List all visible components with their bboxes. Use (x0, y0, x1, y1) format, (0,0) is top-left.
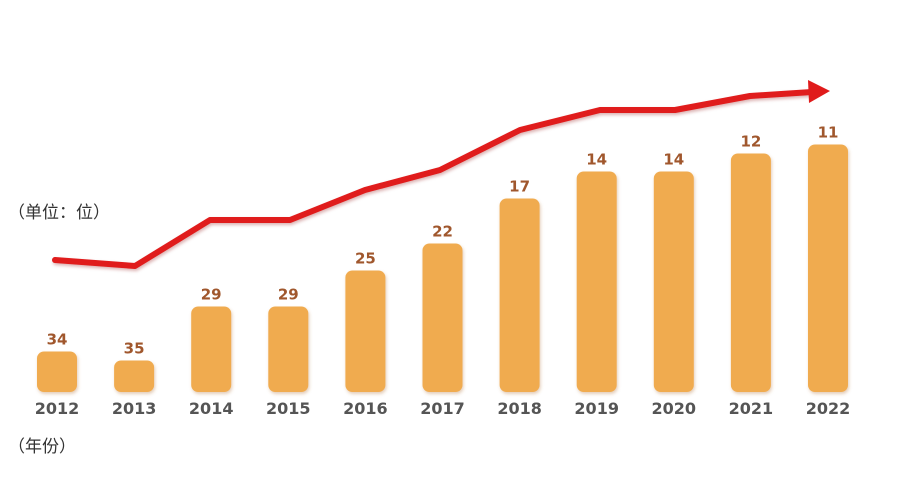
bar-2019 (576, 171, 617, 392)
year-label-2017: 2017 (420, 399, 465, 418)
bar-2015 (268, 306, 309, 392)
bar-2022 (808, 144, 848, 392)
year-label-2015: 2015 (266, 399, 311, 418)
year-label-2019: 2019 (574, 399, 619, 418)
bar-2021 (730, 153, 771, 392)
year-label-2014: 2014 (189, 399, 234, 418)
bar-2013 (114, 360, 155, 392)
trend-arrow-head-icon (808, 80, 830, 103)
year-label-2012: 2012 (35, 399, 80, 418)
year-label-2022: 2022 (806, 399, 851, 418)
value-label-2015: 29 (278, 286, 299, 304)
value-label-2017: 22 (432, 223, 453, 241)
year-label-2021: 2021 (729, 399, 774, 418)
year-label-2018: 2018 (497, 399, 542, 418)
bar-2012 (37, 351, 77, 392)
x-axis-label: （年份） (8, 437, 76, 457)
trend-line (52, 89, 815, 269)
bar-2018 (499, 198, 540, 392)
value-label-2019: 14 (586, 151, 607, 169)
value-label-2020: 14 (663, 151, 684, 169)
bar-2016 (345, 270, 386, 392)
y-axis-label: （单位：位） (8, 203, 110, 223)
value-label-2016: 25 (355, 250, 376, 268)
value-label-2014: 29 (201, 286, 222, 304)
value-label-2018: 17 (509, 178, 530, 196)
value-label-2022: 11 (818, 124, 839, 142)
value-label-2012: 34 (47, 331, 68, 349)
bar-2020 (653, 171, 694, 392)
year-label-2013: 2013 (112, 399, 157, 418)
year-label-2016: 2016 (343, 399, 388, 418)
bar-2017 (422, 243, 463, 392)
year-label-2020: 2020 (652, 399, 697, 418)
value-label-2021: 12 (740, 133, 761, 151)
value-label-2013: 35 (124, 340, 145, 358)
bar-2014 (191, 306, 232, 392)
